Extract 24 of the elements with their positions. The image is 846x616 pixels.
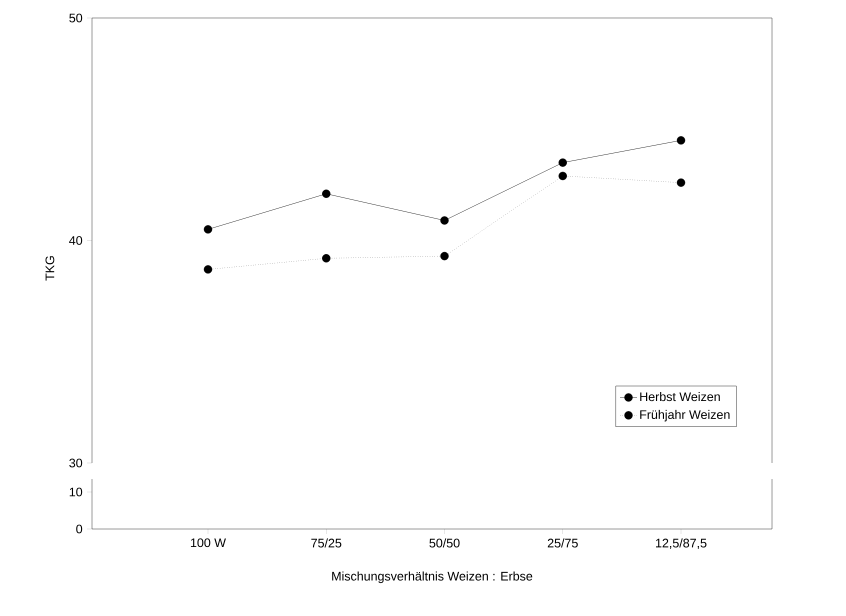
point [322,190,330,198]
x-tick-label: 25/75 [548,538,578,548]
legend-label: Herbst Weizen [640,392,720,402]
legend-label: Frühjahr Weizen [640,410,730,422]
point [558,158,567,167]
y-tick-label: 0 [76,524,82,534]
y-tick-label: 40 [69,236,82,245]
point [440,252,449,260]
y-axis-title: TKG [45,256,54,281]
y-tick-label: 10 [70,488,82,496]
point [204,225,212,234]
x-tick-label: 50/50 [429,538,460,548]
y-tick-label: 30 [69,458,82,468]
x-tick-label: 75/25 [311,538,342,548]
point [676,136,686,145]
x-axis-title: Mischungsverhältnis Weizen : Erbse [332,571,532,584]
point [204,265,212,274]
x-tick-label: 12,5/87,5 [656,538,706,549]
point [440,216,449,225]
point [322,254,330,262]
point [558,172,567,180]
point [676,178,686,187]
x-tick-label: 100 W [190,538,226,548]
y-tick-label: 50 [69,14,82,22]
